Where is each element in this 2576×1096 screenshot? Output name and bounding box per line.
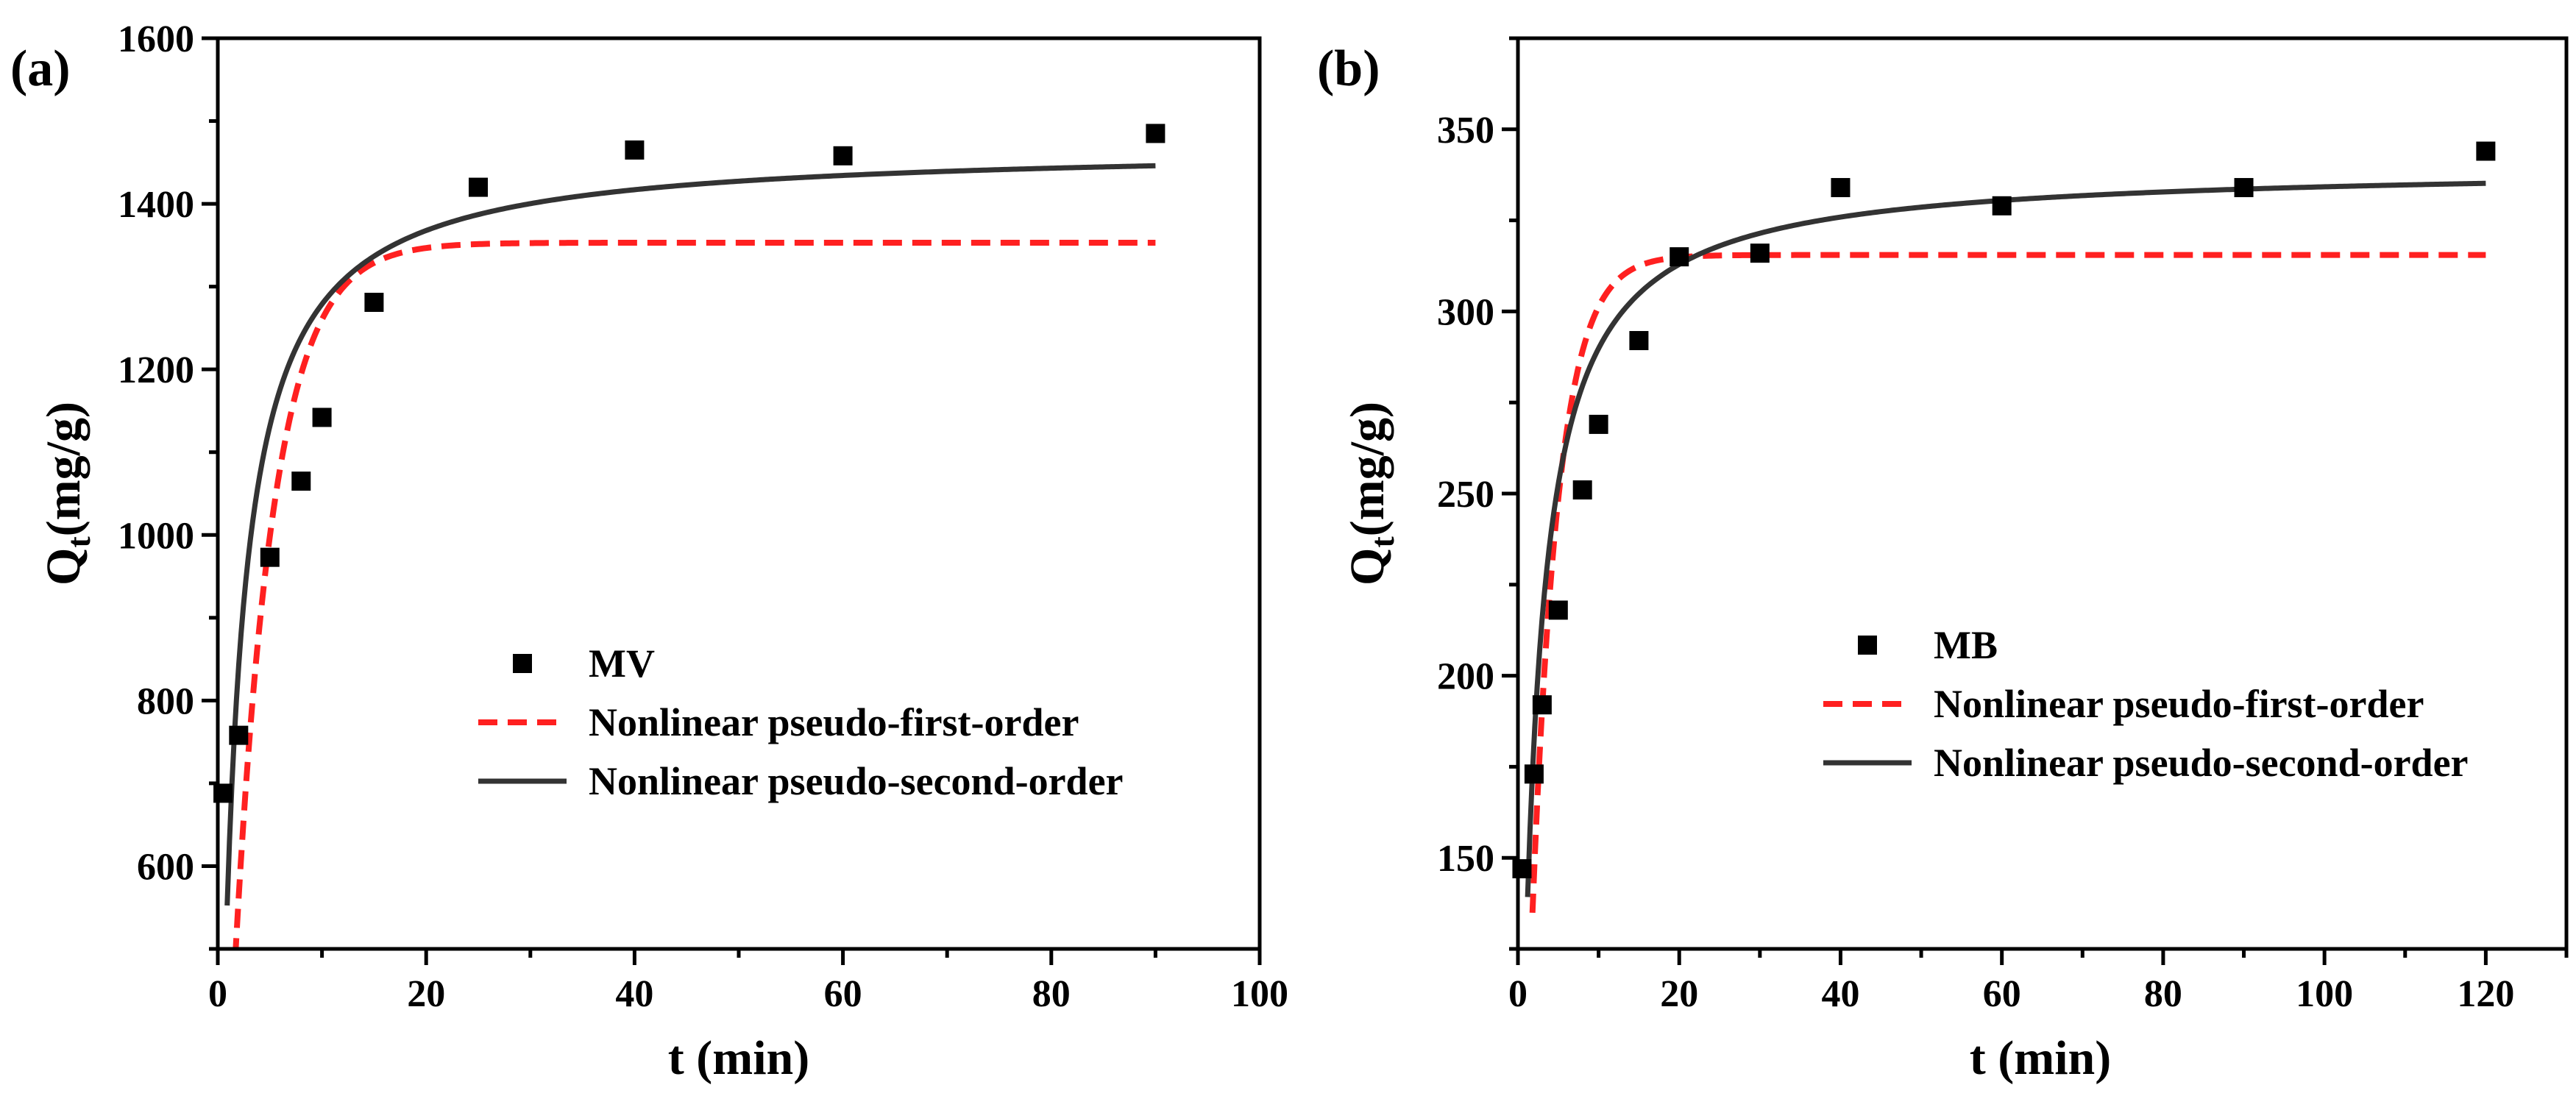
panel-a-y-axis-title-units: (mg/g): [37, 402, 91, 536]
panel-a-data-point: [469, 177, 488, 197]
panel-b: 0 20 40 60 80 100 120 150 200 250 300 350 (b) t (min)…: [1317, 36, 2569, 1085]
panel-b-y-axis-title-sub: t: [1363, 536, 1401, 548]
panel-b-y-tick-label: 250: [1437, 474, 1494, 516]
panel-b-data-point: [2234, 178, 2254, 198]
panel-b-x-tick-label: 100: [2296, 973, 2353, 1015]
panel-b-x-tick-label: 0: [1508, 973, 1527, 1015]
panel-b-x-tick-label: 120: [2457, 973, 2514, 1015]
panel-b-nonlinear-pseudo-second-order-curve: [1525, 180, 2486, 897]
panel-b-data-point: [1831, 178, 1851, 198]
panel-b-y-tick-label: 350: [1437, 110, 1494, 152]
panel-b-legend-label: MB: [1934, 623, 1998, 667]
panel-a-y-tick-label: 1400: [118, 184, 194, 226]
panel-a-y-tick-label: 1600: [118, 18, 194, 60]
panel-a-y-tick-label: 600: [137, 846, 194, 888]
panel-b-data-point: [1548, 600, 1568, 620]
panel-a-data-point: [364, 293, 384, 313]
panel-a-y-axis-title-main: Q: [37, 548, 91, 586]
panel-a-y-axis-title-sub: t: [60, 536, 97, 548]
panel-b-legend: MB Nonlinear pseudo-first-order Nonlinear …: [1823, 623, 2469, 785]
panel-b-legend-marker: [1858, 636, 1877, 655]
panel-a-legend: MV Nonlinear pseudo-first-order Nonlinear …: [478, 641, 1124, 803]
panel-b-plot-frame: [1516, 36, 2569, 951]
panel-a-x-tick-label: 0: [208, 973, 227, 1015]
panel-a-nonlinear-pseudo-second-order-curve: [224, 163, 1156, 906]
panel-a-data-point: [833, 146, 853, 166]
panel-b-y-axis-title-units: (mg/g): [1341, 402, 1394, 536]
panel-b-data-point: [1629, 331, 1649, 351]
panel-b-data-point: [1992, 196, 2012, 216]
panel-b-label: (b): [1317, 40, 1380, 97]
panel-a-x-tick-label: 60: [824, 973, 862, 1015]
panel-a-x-tick-label: 100: [1231, 973, 1288, 1015]
panel-a-y-tick-label: 800: [137, 680, 194, 722]
panel-b-data-point: [1589, 414, 1608, 434]
panel-b-data-point: [1532, 695, 1552, 715]
panel-a-x-tick-label: 20: [407, 973, 445, 1015]
panel-a-x-tick-label: 40: [615, 973, 653, 1015]
panel-b-y-tick-label: 300: [1437, 291, 1494, 333]
panel-a-plot-frame: [216, 36, 1262, 951]
panel-a-legend-label: MV: [589, 641, 655, 686]
panel-b-y-axis-title: Qt(mg/g): [1341, 402, 1401, 586]
panel-a-y-axis-title: Qt(mg/g): [37, 402, 97, 586]
panel-b-x-tick-label: 40: [1821, 973, 1859, 1015]
panel-a-legend-marker: [513, 654, 532, 673]
panel-a-data-point: [229, 725, 249, 745]
panel-b-x-tick-label: 80: [2144, 973, 2182, 1015]
panel-b-x-tick-label: 20: [1660, 973, 1698, 1015]
panel-a-data-point: [1146, 124, 1165, 143]
panel-a-y-tick-label: 1000: [118, 515, 194, 557]
panel-a-legend-label: Nonlinear pseudo-first-order: [589, 700, 1079, 744]
panel-b-data-point: [2476, 141, 2496, 161]
panel-a-legend-label: Nonlinear pseudo-second-order: [589, 759, 1124, 803]
panel-b-nonlinear-pseudo-first-order-curve: [1529, 252, 2487, 914]
panel-a-x-axis-title: t (min): [668, 1031, 809, 1085]
panel-a-data-point: [625, 140, 645, 160]
panel-b-x-tick-label: 60: [1983, 973, 2021, 1015]
panel-b-y-axis-title-main: Q: [1341, 548, 1394, 586]
panel-b-legend-label: Nonlinear pseudo-first-order: [1934, 682, 2424, 726]
panel-a-x-tick-label: 80: [1032, 973, 1071, 1015]
panel-a-data-point: [291, 472, 311, 491]
panel-b-data-point: [1512, 859, 1532, 879]
panel-a-y-tick-label: 1200: [118, 349, 194, 391]
panel-b-legend-label: Nonlinear pseudo-second-order: [1934, 741, 2469, 785]
panel-a-data-point: [312, 408, 332, 427]
panel-a-data-point: [260, 547, 280, 567]
panel-b-data-point: [1750, 243, 1770, 263]
panel-a: 0 20 40 60 80 100 600 800 1000 1200 1400 1600 (a) t (…: [10, 18, 1288, 1085]
panel-a-nonlinear-pseudo-first-order-curve: [233, 239, 1157, 949]
panel-b-data-point: [1670, 247, 1689, 267]
panel-b-data-point: [1572, 480, 1592, 500]
panel-b-y-tick-label: 200: [1437, 656, 1494, 698]
panel-a-label: (a): [10, 40, 71, 97]
panel-b-y-tick-label: 150: [1437, 838, 1494, 880]
panel-b-data-point: [1524, 764, 1544, 784]
panel-b-x-axis-title: t (min): [1970, 1031, 2111, 1085]
